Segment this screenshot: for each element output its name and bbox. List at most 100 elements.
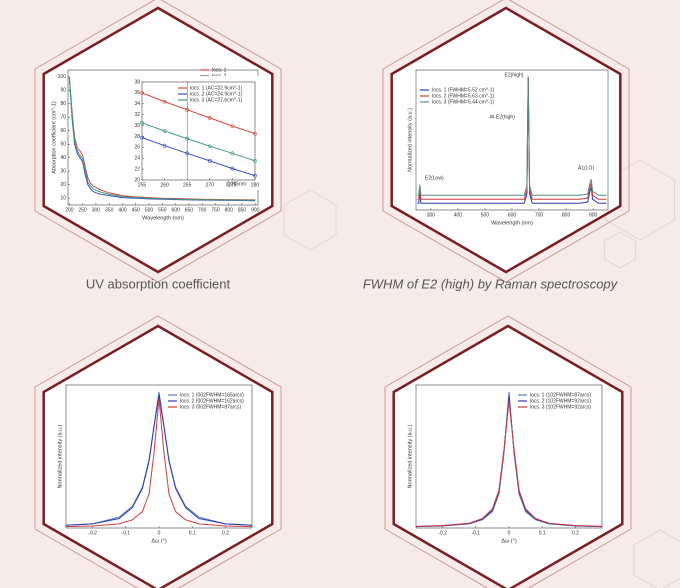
hex-outer	[34, 315, 282, 588]
x-tick-label: -0.1	[471, 530, 480, 536]
x-tick-label: -0.2	[438, 530, 447, 536]
x-tick-label: 850	[238, 207, 247, 213]
x-tick-label: 400	[454, 212, 463, 218]
annotation: E2(Low)	[425, 175, 444, 181]
x-tick-label: 600	[171, 207, 180, 213]
series-line	[415, 401, 603, 527]
x-tick-label: 0.1	[539, 530, 546, 536]
point	[230, 166, 235, 171]
x-tick-label: 0.2	[572, 530, 579, 536]
y-tick-label: 36	[134, 90, 140, 96]
series-line	[65, 398, 253, 528]
y-axis-label: Normalized intensity (a.u.)	[407, 108, 413, 172]
caption: FWHM of E2 (high) by Raman spectroscopy	[363, 276, 619, 291]
x-tick-label: 450	[132, 207, 141, 213]
x-tick-label: 0.2	[222, 530, 229, 536]
point	[140, 90, 144, 95]
legend-label: locs. 1 (FWHM=5.52 cm^-1)	[432, 87, 495, 93]
x-tick-label: 0.1	[189, 530, 196, 536]
x-tick-label: 700	[198, 207, 207, 213]
y-tick-label: 10	[60, 196, 66, 202]
y-tick-label: 40	[60, 155, 66, 161]
x-tick-label: 550	[158, 207, 167, 213]
y-axis-label: Normalized intensity (a.u.)	[57, 424, 63, 488]
hex-outer	[384, 315, 632, 588]
legend-label: locs. 3 (FWHM=5.44 cm^-1)	[432, 99, 495, 105]
y-tick-label: 24	[134, 156, 140, 162]
x-tick-label: 900	[589, 212, 598, 218]
y-axis-label: Absorption coefficient (cm^-1)	[51, 101, 57, 174]
y-tick-label: 20	[134, 177, 140, 183]
x-tick-label: 500	[145, 207, 154, 213]
x-tick-label: 300	[92, 207, 101, 213]
inset-bg	[132, 76, 259, 190]
y-tick-label: 50	[60, 142, 66, 148]
series-line	[68, 76, 256, 201]
x-tick-label: 200	[65, 207, 74, 213]
x-tick-label: -0.2	[88, 530, 97, 536]
point	[253, 159, 257, 163]
point	[207, 159, 212, 163]
x-tick-label: 800	[225, 207, 234, 213]
x-tick-label: 300	[427, 212, 436, 218]
x-tick-label: 500	[481, 212, 490, 218]
point	[253, 131, 257, 136]
x-tick-label: 265	[183, 182, 192, 188]
x-tick-label: 270	[206, 182, 215, 188]
hex-outer	[382, 0, 630, 283]
point	[207, 144, 212, 149]
point	[207, 116, 212, 120]
y-tick-label: 30	[60, 169, 66, 175]
point	[185, 107, 190, 112]
x-axis-label: Δω (°)	[501, 538, 517, 544]
x-tick-label: 250	[78, 207, 87, 213]
hex-frame	[392, 324, 624, 588]
annotation: -W-E2(high)	[488, 114, 515, 120]
x-tick-label: 0	[508, 530, 511, 536]
x-tick-label: -0.1	[121, 530, 130, 536]
legend-label: locs. 1	[212, 67, 227, 73]
y-tick-label: 70	[60, 115, 66, 121]
x-tick-label: 700	[535, 212, 544, 218]
x-tick-label: 600	[508, 212, 517, 218]
decor-hex	[603, 231, 637, 269]
point	[253, 173, 257, 178]
annotation: E2(high)	[505, 72, 524, 78]
point	[162, 99, 167, 104]
legend-label: locs. 1 (102FWHM=87arcs)	[530, 392, 591, 398]
y-tick-label: 32	[134, 112, 140, 118]
x-tick-label: 275	[228, 182, 237, 188]
x-tick-label: 255	[138, 182, 147, 188]
x-tick-label: 0	[158, 530, 161, 536]
point	[185, 151, 190, 156]
y-tick-label: 28	[134, 134, 140, 140]
y-tick-label: 60	[60, 128, 66, 134]
x-tick-label: 900	[251, 207, 260, 213]
legend-label: locs. 2 (102FWHM=92arcs)	[530, 398, 591, 404]
y-tick-label: 34	[134, 101, 140, 107]
hex-frame	[390, 6, 622, 274]
series-line	[141, 122, 256, 162]
point	[162, 143, 167, 148]
y-tick-label: 26	[134, 145, 140, 151]
y-tick-label: 22	[134, 166, 140, 172]
decor-hex	[283, 189, 337, 251]
x-tick-label: 260	[160, 182, 169, 188]
y-tick-label: 90	[60, 88, 66, 94]
point	[185, 136, 190, 141]
y-tick-label: 30	[134, 123, 140, 129]
y-tick-label: 80	[60, 101, 66, 107]
series-line	[141, 137, 256, 177]
legend-label: locs. 2 (AC=24.9cm^-1)	[190, 91, 243, 97]
series-line	[65, 394, 253, 526]
x-tick-label: 750	[211, 207, 220, 213]
series-line	[141, 92, 256, 135]
point	[162, 129, 167, 133]
legend-label: locs. 2 (FWHM=5.63 cm^-1)	[432, 93, 495, 99]
legend-label: locs. 3 (002FWHM=87arcs)	[180, 404, 241, 410]
point	[140, 120, 144, 125]
y-axis-label: Normalized intensity (a.u.)	[407, 424, 413, 488]
legend-label: locs. 2 (002FWHM=162arcs)	[180, 398, 244, 404]
legend-label: locs. 1 (AC=32.9cm^-1)	[190, 85, 243, 91]
